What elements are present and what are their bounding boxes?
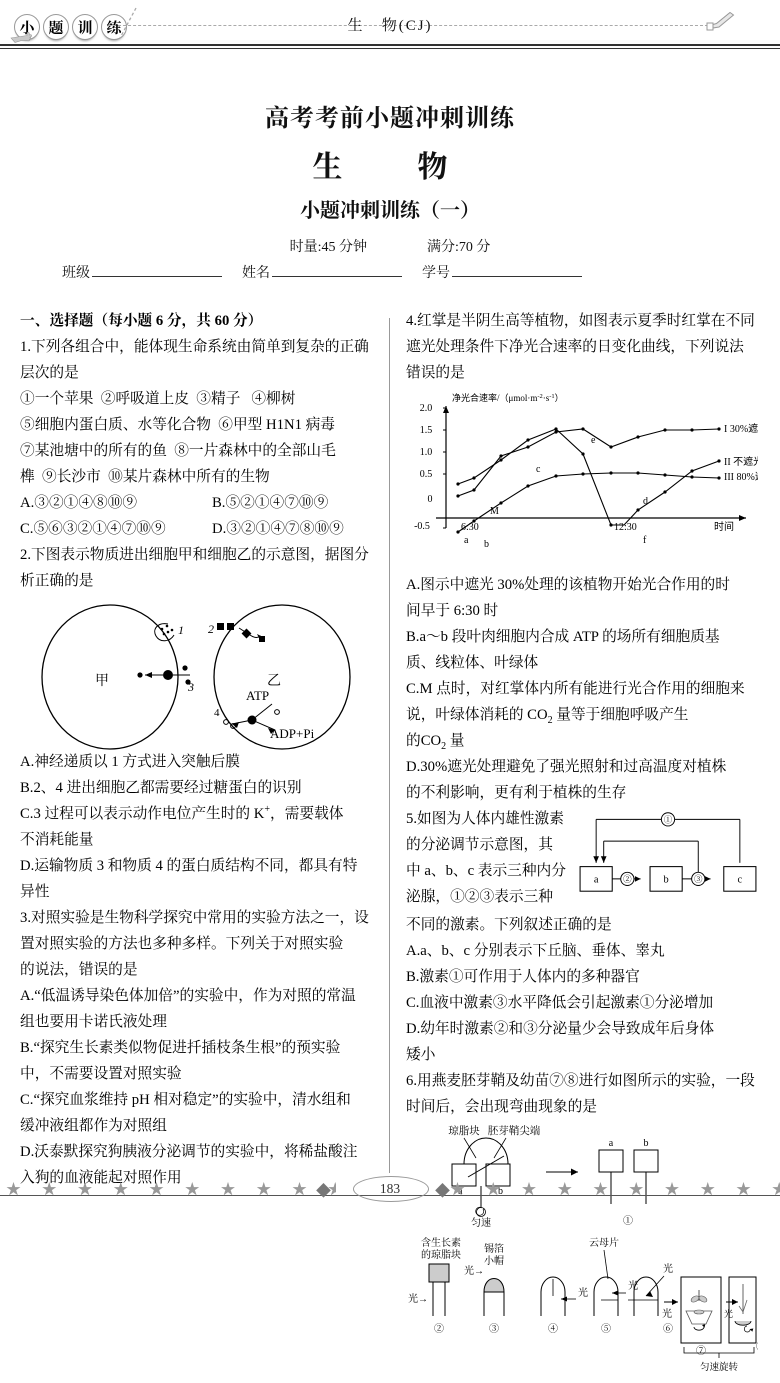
svg-text:的琼脂块: 的琼脂块 — [421, 1248, 461, 1261]
svg-text:①: ① — [664, 815, 673, 825]
svg-text:净光合速率/（μmol·m-2·s-1）: 净光合速率/（μmol·m-2·s-1） — [452, 392, 564, 403]
svg-text:③: ③ — [489, 1323, 499, 1335]
svg-text:b: b — [644, 1138, 649, 1149]
svg-text:b: b — [664, 875, 669, 886]
svg-text:光: 光 — [663, 1262, 673, 1275]
svg-text:①: ① — [623, 1215, 633, 1227]
svg-text:3: 3 — [187, 680, 194, 694]
svg-text:e: e — [591, 435, 596, 446]
svg-text:d: d — [643, 496, 648, 507]
svg-text:0.5: 0.5 — [420, 469, 433, 480]
svg-text:胚芽鞘尖端: 胚芽鞘尖端 — [488, 1124, 541, 1137]
svg-text:a: a — [464, 535, 469, 546]
svg-text:光: 光 — [578, 1286, 588, 1299]
svg-text:⑥: ⑥ — [663, 1323, 673, 1335]
svg-text:光→: 光→ — [464, 1264, 484, 1277]
svg-text:2.0: 2.0 — [420, 403, 433, 414]
svg-text:锡箔: 锡箔 — [484, 1242, 504, 1255]
svg-text:a: a — [594, 875, 599, 886]
svg-text:③: ③ — [694, 874, 703, 884]
svg-text:I 30%遮光: I 30%遮光 — [724, 422, 758, 435]
svg-text:云母片: 云母片 — [589, 1236, 619, 1249]
svg-text:匀速: 匀速 — [471, 1216, 491, 1229]
svg-text:匀速旋转: 匀速旋转 — [700, 1361, 739, 1373]
svg-text:1.5: 1.5 — [420, 425, 433, 436]
svg-text:琼脂块: 琼脂块 — [448, 1124, 480, 1137]
svg-text:-0.5: -0.5 — [414, 521, 430, 532]
svg-text:ADP+Pi: ADP+Pi — [270, 726, 315, 741]
svg-text:光: 光 — [628, 1279, 638, 1292]
svg-text:0: 0 — [428, 494, 433, 505]
svg-text:光: 光 — [662, 1307, 672, 1320]
svg-text:光→: 光→ — [408, 1292, 428, 1305]
svg-text:甲: 甲 — [95, 673, 109, 689]
svg-text:ATP: ATP — [246, 688, 269, 703]
svg-text:时间: 时间 — [714, 520, 734, 533]
svg-text:f: f — [643, 535, 647, 546]
svg-text:⑤: ⑤ — [601, 1323, 611, 1335]
svg-text:⑦: ⑦ — [696, 1345, 706, 1357]
svg-text:b: b — [484, 539, 489, 550]
svg-text:1.0: 1.0 — [420, 447, 433, 458]
svg-text:乙: 乙 — [267, 674, 281, 689]
svg-text:小帽: 小帽 — [484, 1254, 504, 1267]
svg-text:4: 4 — [214, 707, 220, 719]
svg-text:III 80%遮光: III 80%遮光 — [724, 470, 758, 483]
svg-text:c: c — [536, 464, 541, 475]
svg-text:1: 1 — [178, 623, 184, 637]
svg-text:a: a — [609, 1138, 614, 1149]
svg-text:含生长素: 含生长素 — [421, 1236, 461, 1249]
svg-text:④: ④ — [548, 1323, 558, 1335]
svg-text:②: ② — [623, 874, 632, 884]
svg-text:II 不遮光: II 不遮光 — [724, 455, 758, 468]
svg-text:c: c — [738, 875, 743, 886]
svg-text:⑧: ⑧ — [756, 1341, 758, 1353]
svg-text:②: ② — [434, 1323, 444, 1335]
svg-text:2: 2 — [208, 622, 214, 636]
